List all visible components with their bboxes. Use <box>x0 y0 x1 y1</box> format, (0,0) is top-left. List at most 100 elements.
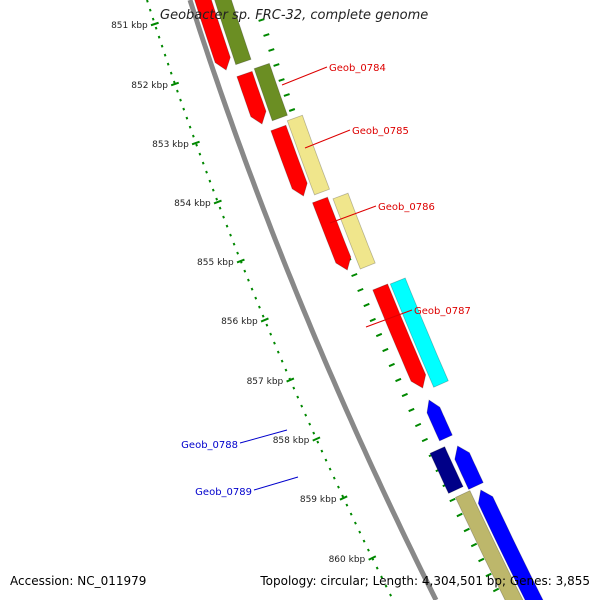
strand-track-dot <box>369 317 376 323</box>
forward-gene-arrow <box>236 70 267 125</box>
scale-dot <box>324 458 328 462</box>
scale-dot <box>269 332 273 336</box>
gene-label-leader <box>281 66 328 86</box>
scale-tick-label: 852 kbp <box>131 81 168 91</box>
scale-dot <box>179 98 182 102</box>
strand-track-dot <box>268 48 275 52</box>
scale-tick-label: 855 kbp <box>197 258 234 268</box>
strand-track-dot <box>456 512 463 518</box>
strand-track-dot <box>395 377 402 383</box>
strand-track-dot <box>357 287 364 293</box>
strand-track-dot <box>273 63 280 67</box>
scale-dot <box>349 512 353 516</box>
cog-feature-bar <box>389 277 449 388</box>
scale-dot <box>247 278 250 282</box>
scale-dot <box>250 287 254 291</box>
scale-dot <box>280 359 284 363</box>
strand-track-dot <box>401 392 408 398</box>
scale-tick-label: 859 kbp <box>300 495 337 505</box>
scale-dot <box>157 35 161 39</box>
scale-dot <box>176 89 179 93</box>
strand-track-dot <box>421 437 428 443</box>
reverse-gene-box <box>429 446 464 494</box>
gene-label-geob_0785: Geob_0785 <box>352 126 409 137</box>
scale-major-tick <box>286 377 295 383</box>
scale-dot <box>332 476 336 480</box>
scale-dot <box>375 566 379 570</box>
genome-title: Geobacter sp. FRC-32, complete genome <box>160 8 429 23</box>
cog-feature-bar <box>332 192 376 270</box>
scale-dot <box>358 530 362 534</box>
scale-dot <box>328 467 332 471</box>
cog-feature-bar <box>454 490 524 600</box>
scale-major-tick <box>236 258 245 264</box>
scale-dot <box>258 305 261 309</box>
reverse-gene-arrow <box>426 399 453 442</box>
scale-dot <box>337 485 340 489</box>
scale-dot <box>236 251 239 255</box>
scale-dot <box>172 80 176 84</box>
strand-track-dot <box>263 33 270 37</box>
scale-major-tick <box>170 81 180 87</box>
backbone-line <box>187 0 439 600</box>
reverse-gene-arrow <box>454 445 484 490</box>
scale-dot <box>254 296 258 300</box>
gene-label-leader <box>253 476 299 491</box>
scale-dot <box>312 431 316 435</box>
scale-dot <box>201 161 205 165</box>
scale-major-tick <box>191 140 200 146</box>
scale-dot <box>384 584 388 588</box>
strand-track-dot <box>463 527 470 533</box>
scale-tick-label: 860 kbp <box>329 555 366 565</box>
scale-dot <box>225 224 229 228</box>
scale-dot <box>151 17 155 21</box>
strand-track-dot <box>288 108 296 112</box>
scale-dot <box>308 422 312 426</box>
gene-label-geob_0789: Geob_0789 <box>195 487 252 498</box>
strand-track-dot <box>283 93 290 97</box>
scale-dot <box>304 413 308 417</box>
strand-track-dot <box>278 78 285 82</box>
scale-tick-label: 854 kbp <box>174 199 211 209</box>
scale-dot <box>160 44 164 48</box>
forward-gene-arrow <box>194 0 231 71</box>
scale-major-tick <box>260 317 269 323</box>
scale-dot <box>300 404 304 408</box>
scale-tick-label: 851 kbp <box>111 21 148 31</box>
strand-track-dot <box>351 272 358 278</box>
scale-dot <box>341 494 345 498</box>
strand-track-dot <box>449 497 456 503</box>
scale-dot <box>320 449 324 453</box>
scale-major-tick <box>312 436 321 442</box>
scale-dot <box>218 206 222 210</box>
scale-dot <box>169 71 173 75</box>
scale-dot <box>222 215 225 219</box>
scale-dot <box>296 395 300 399</box>
strand-track-dot <box>375 332 383 338</box>
scale-dot <box>345 503 349 507</box>
forward-gene-arrow <box>372 283 427 389</box>
gene-label-leader <box>304 129 351 149</box>
strand-track-dot <box>363 302 370 308</box>
gene-label-geob_0786: Geob_0786 <box>378 202 435 213</box>
scale-dot <box>292 386 296 390</box>
scale-tick-label: 858 kbp <box>273 436 310 446</box>
scale-major-tick <box>213 199 222 205</box>
scale-dot <box>198 152 202 156</box>
scale-dot <box>182 107 186 111</box>
scale-dot <box>163 53 167 57</box>
scale-dot <box>148 8 152 12</box>
scale-dot <box>389 593 392 597</box>
scale-dot <box>284 368 288 372</box>
strand-track-dot <box>492 587 500 593</box>
scale-tick-label: 853 kbp <box>152 140 189 150</box>
scale-tick-label: 856 kbp <box>221 317 258 327</box>
scale-dot <box>166 62 170 66</box>
gene-label-leader <box>365 309 413 328</box>
scale-major-tick <box>150 21 159 27</box>
scale-major-tick <box>339 495 348 501</box>
forward-gene-arrow <box>311 196 352 271</box>
scale-dot <box>154 26 158 30</box>
